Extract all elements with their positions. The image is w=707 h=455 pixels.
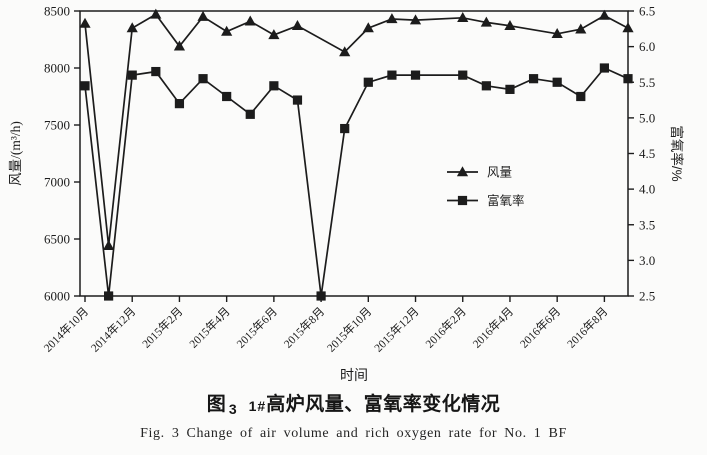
data-point-triangle xyxy=(575,23,587,34)
figure-caption-en: Fig. 3 Change of air volume and rich oxy… xyxy=(140,426,567,441)
y-axis-right-title: 富氧率/% xyxy=(669,125,685,181)
x-axis-tick-label: 2015年10月 xyxy=(324,304,375,355)
figure-title-text: 高炉风量、富氧率变化情况 xyxy=(266,394,501,415)
axes xyxy=(79,10,629,297)
legend-label-air-volume: 风量 xyxy=(487,166,512,180)
svg-text:4.0: 4.0 xyxy=(639,182,655,197)
data-point-triangle xyxy=(268,29,280,40)
data-point-square xyxy=(80,81,90,91)
data-point-triangle xyxy=(386,13,398,24)
data-point-square xyxy=(292,95,303,105)
data-point-square xyxy=(151,66,161,77)
svg-text:5.0: 5.0 xyxy=(639,110,655,125)
data-point-square xyxy=(198,74,208,84)
data-point-square xyxy=(457,195,468,206)
data-point-square xyxy=(104,291,114,301)
data-point-triangle xyxy=(173,40,186,51)
x-axis-tick-label: 2015年6月 xyxy=(233,304,279,350)
data-point-triangle xyxy=(221,25,233,36)
x-axis-tick-label: 2014年10月 xyxy=(41,304,92,355)
series-air-volume xyxy=(79,8,634,251)
x-axis-tick-label: 2016年2月 xyxy=(422,304,468,350)
data-point-triangle xyxy=(598,9,610,20)
svg-text:3.0: 3.0 xyxy=(639,253,655,268)
svg-text:6.5: 6.5 xyxy=(639,4,655,19)
data-point-square xyxy=(481,81,491,91)
svg-text:6500: 6500 xyxy=(44,232,70,247)
svg-text:7000: 7000 xyxy=(44,175,70,190)
x-axis-tick-label: 2016年4月 xyxy=(470,304,516,350)
data-point-square xyxy=(599,63,609,73)
data-point-square xyxy=(222,91,232,102)
data-point-square xyxy=(410,70,421,80)
x-axis-tick-label: 2015年2月 xyxy=(139,304,185,350)
data-point-square xyxy=(363,77,373,87)
figure-title-number: 3 xyxy=(228,401,237,417)
data-point-square xyxy=(269,81,279,91)
data-point-triangle xyxy=(244,15,256,26)
line-chart: 8500 8000 7500 7000 6500 6000 风量/(m³/h) 6.5 6.0 5… xyxy=(8,4,685,384)
figure-title: 图 3 1#高炉风量、富氧率变化情况 xyxy=(0,389,707,417)
x-axis-tick-label: 2016年6月 xyxy=(517,304,563,350)
x-axis-tick-label: 2016年8月 xyxy=(564,304,610,350)
x-axis-tick-label: 2015年4月 xyxy=(186,304,232,350)
svg-text:6000: 6000 xyxy=(44,289,70,304)
svg-text:8500: 8500 xyxy=(44,4,70,19)
data-point-triangle xyxy=(103,240,115,251)
data-point-square xyxy=(528,74,539,84)
x-axis-tick-label: 2015年12月 xyxy=(371,304,422,355)
data-point-triangle xyxy=(79,17,91,28)
data-point-square xyxy=(576,91,586,102)
data-point-square xyxy=(458,70,468,80)
svg-text:5.5: 5.5 xyxy=(639,75,655,90)
data-point-triangle xyxy=(339,46,351,57)
data-point-triangle xyxy=(291,20,304,31)
data-point-triangle xyxy=(456,166,469,177)
data-point-triangle xyxy=(551,28,563,38)
x-axis-title: 时间 xyxy=(340,367,368,383)
svg-text:2.5: 2.5 xyxy=(639,289,655,304)
data-point-triangle xyxy=(457,12,469,23)
figure-area: 8500 8000 7500 7000 6500 6000 风量/(m³/h) 6.5 6.0 5… xyxy=(8,4,685,384)
data-point-square xyxy=(552,77,562,87)
legend-label-oxygen-rate: 富氧率 xyxy=(487,193,525,208)
svg-text:7500: 7500 xyxy=(44,118,70,133)
data-point-square xyxy=(623,74,633,84)
data-point-square xyxy=(340,123,350,134)
figure-title-prefix: 1# xyxy=(248,398,267,414)
x-axis-tick-label: 2014年12月 xyxy=(88,304,139,355)
y-axis-right: 6.5 6.0 5.5 5.0 4.5 4.0 3.5 3.0 2.5 富氧率/% xyxy=(628,4,685,304)
data-point-triangle xyxy=(362,22,374,33)
data-point-square xyxy=(387,70,397,80)
svg-text:6.0: 6.0 xyxy=(639,39,655,54)
data-point-triangle xyxy=(480,16,492,27)
y-axis-left: 8500 8000 7500 7000 6500 6000 风量/(m³/h) xyxy=(8,4,80,304)
x-axis-tick-label: 2015年8月 xyxy=(281,304,327,350)
y-axis-left-title: 风量/(m³/h) xyxy=(8,121,23,186)
svg-text:3.5: 3.5 xyxy=(639,217,655,232)
data-point-triangle xyxy=(197,10,209,21)
series-oxygen-rate xyxy=(80,63,633,301)
data-point-square xyxy=(127,70,137,80)
data-point-square xyxy=(245,109,255,119)
svg-text:4.5: 4.5 xyxy=(639,146,655,161)
figure-title-fig: 图 xyxy=(206,394,226,415)
data-point-triangle xyxy=(504,20,516,31)
data-point-square xyxy=(174,99,185,109)
data-point-triangle xyxy=(150,8,162,19)
data-point-triangle xyxy=(126,22,138,33)
data-point-square xyxy=(316,291,326,301)
data-point-triangle xyxy=(409,14,422,25)
svg-text:8000: 8000 xyxy=(44,61,70,76)
data-point-square xyxy=(505,84,515,94)
data-point-triangle xyxy=(622,22,634,33)
